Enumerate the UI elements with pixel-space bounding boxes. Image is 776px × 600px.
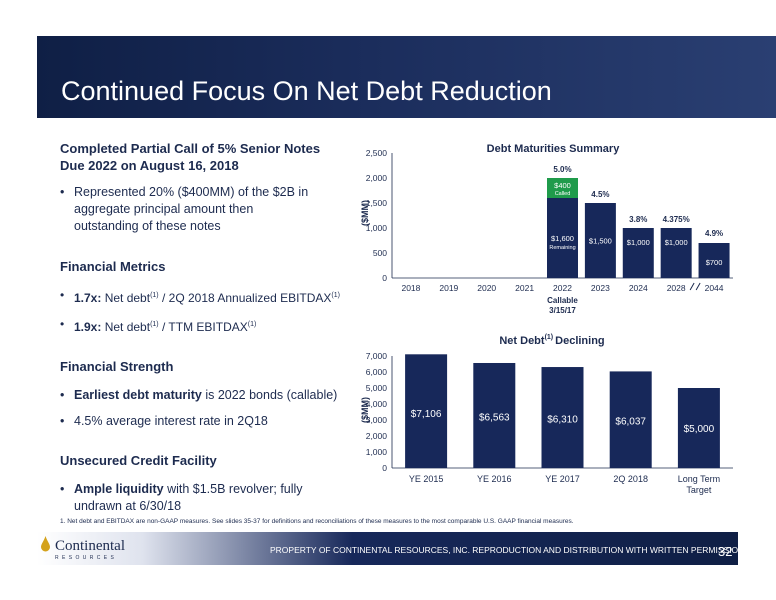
chart2-ytick: 4,000 [366,399,388,409]
page-number: 32 [718,544,733,559]
chart2-bar [541,367,584,468]
chart1-callable-date: 3/15/17 [549,306,576,315]
footer-bar [37,532,738,565]
chart1-bar [547,198,578,278]
chart2-bar-label: $6,310 [547,415,578,426]
chart2-bar-label: $5,000 [684,424,715,435]
chart1-rate-label: 4.375% [663,215,690,224]
chart2-title: Net Debt(1) Declining [499,334,604,347]
chart2-ytick: 2,000 [366,431,388,441]
chart1-xtick: 2020 [477,283,496,293]
section-call-title: Completed Partial Call of 5% Senior Note… [60,141,321,173]
chart1-bar [698,243,730,278]
chart2-xtick: YE 2015 [409,474,444,484]
chart1-bar [584,203,616,278]
chart1-bar-label: $1,500 [589,237,612,246]
chart2-xtick: YE 2016 [477,474,512,484]
credit-bullet: Ample liquidity with $1.5B revolver; ful… [60,481,314,515]
chart2-bar-label: $6,563 [479,413,510,424]
chart2-xtick: 2Q 2018 [613,474,648,484]
chart2-ytick: 7,000 [366,351,388,361]
strength-2: 4.5% average interest rate in 2Q18 [60,413,345,430]
page-title: Continued Focus On Net Debt Reduction [61,76,552,106]
chart2-ytick: 5,000 [366,383,388,393]
chart1-bar-label: $1,000 [627,238,650,247]
company-logo: Continental R E S O U R C E S [55,538,125,561]
chart1-called-label: $400 [554,181,571,190]
chart1-ytick: 2,500 [366,148,388,158]
chart2-bar-label: $6,037 [615,417,646,428]
metric-1: 1.7x: Net debt(1) / 2Q 2018 Annualized E… [60,287,345,307]
chart1-called-bar [547,178,578,198]
chart2-bar [609,371,652,468]
debt-maturities-chart: Debt Maturities Summary ($MM) 0 500 1,000 1… [360,143,733,315]
chart2-bar [677,388,720,468]
chart1-axis-break [689,282,701,291]
chart2-bar [473,362,516,468]
strength-1: Earliest debt maturity is 2022 bonds (ca… [60,387,345,404]
chart2-ylabel: ($MM) [360,397,370,423]
chart2-bar [405,354,448,468]
chart1-bar-label: $1,600 [551,234,574,243]
chart2-xtick-line2: Target [686,485,712,495]
chart1-called-sublabel: Called [555,191,571,197]
chart1-rate-label: 3.8% [629,215,647,224]
chart2-xtick: Long Term [678,474,720,484]
chart2-ytick: 0 [382,463,387,473]
chart1-xtick: 2021 [515,283,534,293]
chart2-ytick: 3,000 [366,415,388,425]
footer-text: PROPERTY OF CONTINENTAL RESOURCES, INC. … [270,545,770,555]
section-credit-title: Unsecured Credit Facility [60,453,217,468]
chart1-ytick: 1,500 [366,198,388,208]
chart1-callable-note: Callable [547,296,578,305]
chart1-ytick: 1,000 [366,223,388,233]
footnote: 1. Net debt and EBITDAX are non-GAAP mea… [60,518,574,525]
chart1-bar-label: $700 [706,258,723,267]
chart1-bar-sublabel: Remaining [549,245,575,251]
net-debt-chart: Net Debt(1) Declining ($MM) 0 1,000 2,000 3,… [360,334,733,495]
chart2-xtick: YE 2017 [545,474,580,484]
chart1-ytick: 0 [382,273,387,283]
section-metrics-title: Financial Metrics [60,259,166,274]
section-strength-title: Financial Strength [60,359,174,374]
oil-drop-icon [41,536,50,552]
chart2-bar-label: $7,106 [411,409,442,420]
chart1-xtick: 2019 [439,283,458,293]
chart1-rate-label: 5.0% [553,165,571,174]
chart1-xtick: 2024 [629,283,648,293]
chart1-ylabel: ($MM) [360,200,370,226]
chart1-xtick: 2044 [705,283,724,293]
chart1-xtick: 2022 [553,283,572,293]
call-bullet: Represented 20% ($400MM) of the $2B in a… [60,184,314,235]
header-banner: Continued Focus On Net Debt Reduction [37,36,776,118]
chart1-xtick: 2023 [591,283,610,293]
left-column: Completed Partial Call of 5% Senior Note… [60,140,345,515]
chart1-title: Debt Maturities Summary [487,143,621,155]
metric-2: 1.9x: Net debt(1) / TTM EBITDAX(1) [60,316,345,336]
chart1-bar-label: $1,000 [665,238,688,247]
chart1-ytick: 500 [373,248,387,258]
chart1-xtick: 2028 [667,283,686,293]
chart1-rate-label: 4.9% [705,229,723,238]
chart2-ytick: 6,000 [366,367,388,377]
charts-area: Debt Maturities Summary ($MM) 0 500 1,000 1… [360,143,733,495]
chart2-ytick: 1,000 [366,447,388,457]
chart1-bar [622,228,654,278]
chart1-bar [660,228,692,278]
chart1-rate-label: 4.5% [591,190,609,199]
chart1-ytick: 2,000 [366,173,388,183]
chart1-xtick: 2018 [401,283,420,293]
